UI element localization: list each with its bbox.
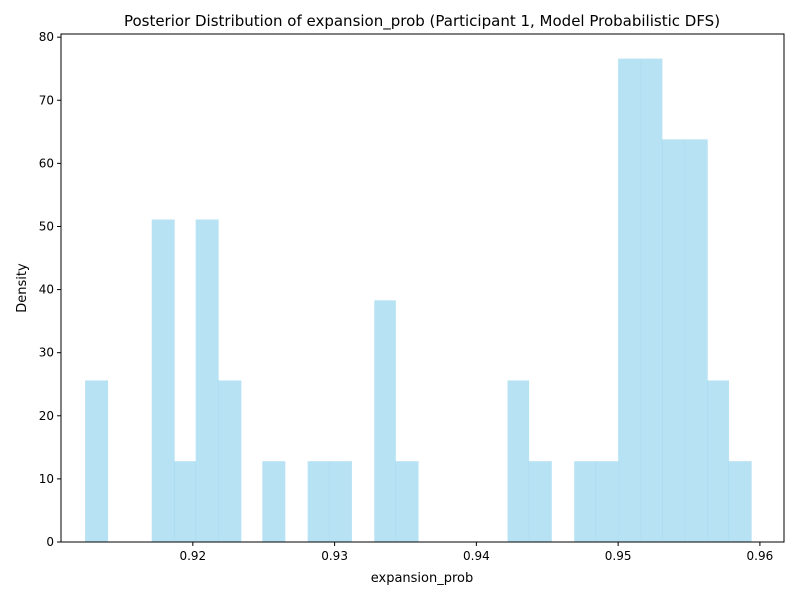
histogram-bar — [640, 58, 663, 543]
histogram-bar — [684, 139, 708, 542]
histogram-bar — [374, 300, 396, 542]
histogram-bars — [85, 58, 752, 543]
histogram-bar — [595, 461, 619, 542]
histogram-bar — [507, 380, 530, 542]
chart-title: Posterior Distribution of expansion_prob… — [124, 12, 720, 31]
y-tick-label: 40 — [39, 283, 54, 297]
y-tick-label: 80 — [39, 30, 54, 44]
histogram-bar — [195, 219, 219, 542]
y-axis: 0 10 20 30 40 50 60 70 80 — [39, 30, 61, 549]
histogram-bar — [262, 461, 286, 542]
histogram-bar — [574, 461, 596, 542]
x-axis: 0.92 0.93 0.94 0.95 0.96 — [179, 542, 773, 563]
y-tick-label: 60 — [39, 156, 54, 170]
y-tick-label: 0 — [46, 535, 54, 549]
y-tick-label: 10 — [39, 472, 54, 486]
histogram-bar — [395, 461, 419, 542]
x-tick-label: 0.94 — [463, 549, 490, 563]
histogram-bar — [618, 58, 642, 543]
histogram-bar — [707, 380, 730, 542]
x-tick-label: 0.92 — [179, 549, 206, 563]
x-axis-label: expansion_prob — [371, 571, 474, 586]
histogram-bar — [328, 461, 352, 542]
histogram-bar — [85, 380, 109, 542]
x-tick-label: 0.93 — [321, 549, 348, 563]
plot-frame — [60, 33, 785, 543]
histogram-bar — [528, 461, 552, 542]
histogram-bar — [218, 380, 242, 542]
x-tick-label: 0.95 — [605, 549, 632, 563]
y-axis-label: Density — [15, 263, 30, 313]
histogram-bar — [174, 461, 196, 542]
histogram-bar — [728, 461, 752, 542]
y-tick-label: 30 — [39, 346, 54, 360]
y-tick-label: 50 — [39, 219, 54, 233]
y-tick-label: 20 — [39, 409, 54, 423]
histogram-bar — [151, 219, 175, 542]
histogram-bar — [307, 461, 330, 542]
y-tick-label: 70 — [39, 93, 54, 107]
histogram-bar — [662, 139, 686, 542]
x-tick-label: 0.96 — [747, 549, 774, 563]
